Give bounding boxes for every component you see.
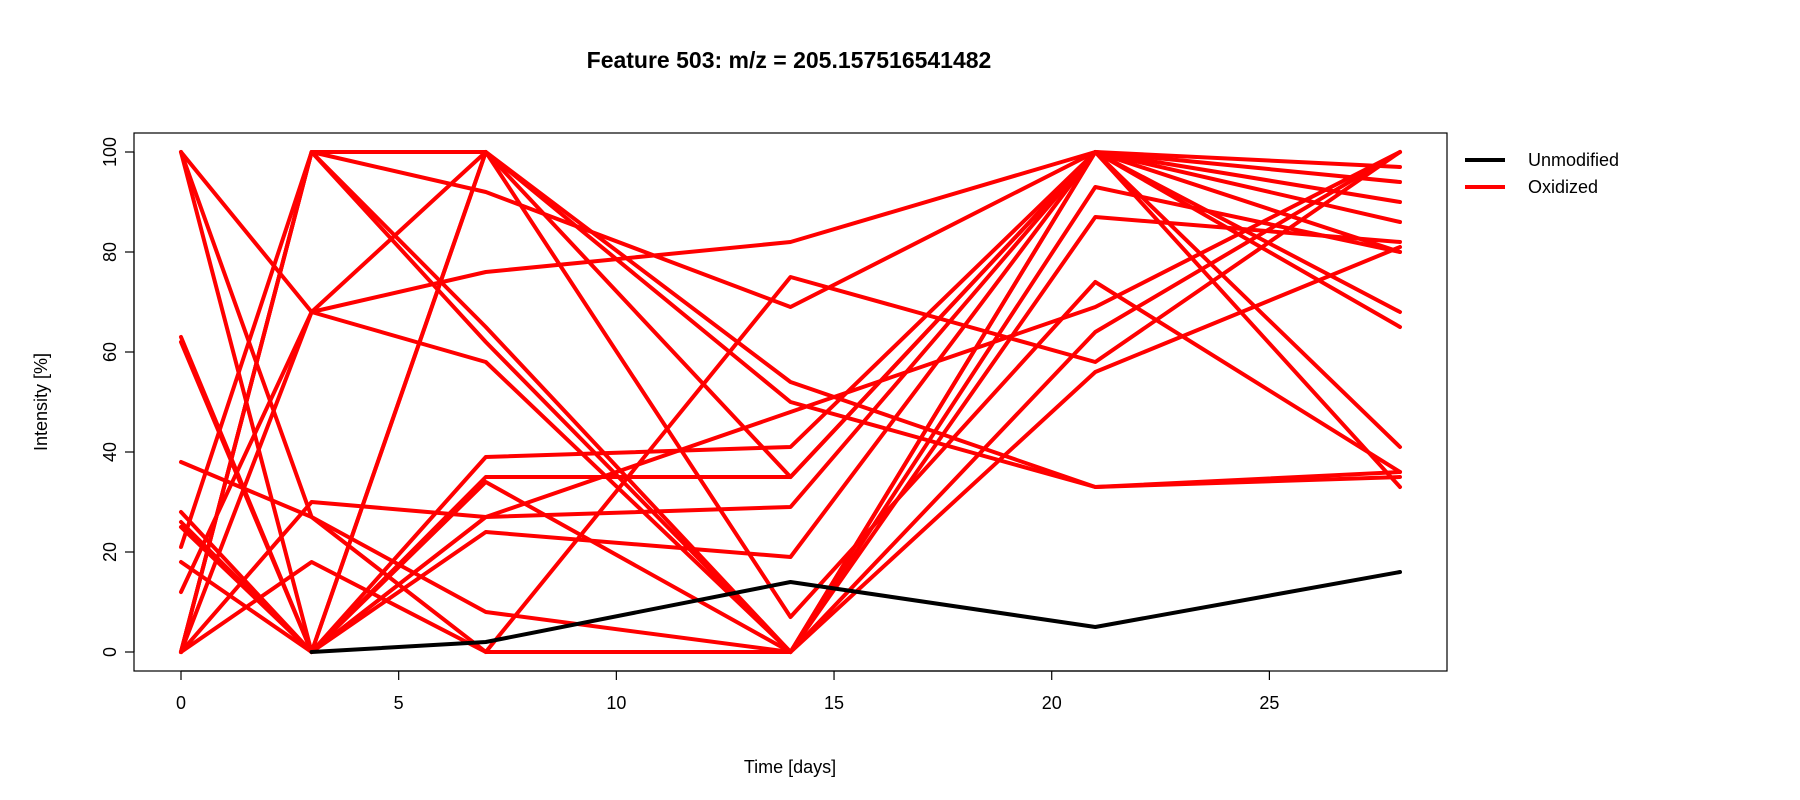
series-line-oxidized xyxy=(179,215,1402,654)
series-line-unmodified xyxy=(309,570,1402,654)
series-line-oxidized xyxy=(179,150,1402,619)
legend-label-unmodified: Unmodified xyxy=(1528,150,1619,170)
x-axis: 0 5 10 15 20 25 xyxy=(176,670,1279,713)
x-tick-label: 0 xyxy=(176,693,186,713)
y-tick-label: 60 xyxy=(100,342,120,362)
legend-label-oxidized: Oxidized xyxy=(1528,177,1598,197)
series-line-oxidized xyxy=(179,150,1402,654)
series-line-oxidized xyxy=(179,150,1402,654)
series-line-oxidized xyxy=(179,150,1402,654)
x-tick-label: 20 xyxy=(1042,693,1062,713)
y-axis: 0 20 40 60 80 100 xyxy=(100,137,135,657)
series-line-oxidized xyxy=(179,150,1402,654)
series-line-oxidized xyxy=(179,150,1402,654)
x-tick-label: 15 xyxy=(824,693,844,713)
series-line-oxidized xyxy=(179,150,1402,594)
series-line-oxidized xyxy=(179,150,1402,489)
y-tick-label: 0 xyxy=(100,647,120,657)
y-tick-label: 100 xyxy=(100,137,120,167)
x-tick-label: 5 xyxy=(394,693,404,713)
series-line-oxidized xyxy=(179,150,1402,654)
legend: Unmodified Oxidized xyxy=(1465,150,1619,197)
y-tick-label: 80 xyxy=(100,242,120,262)
x-tick-label: 10 xyxy=(606,693,626,713)
x-tick-label: 25 xyxy=(1259,693,1279,713)
series-layer xyxy=(179,150,1402,654)
x-axis-label: Time [days] xyxy=(744,757,836,777)
y-axis-label: Intensity [%] xyxy=(31,353,51,451)
y-tick-label: 40 xyxy=(100,442,120,462)
series-line-oxidized xyxy=(179,185,1402,654)
chart-title: Feature 503: m/z = 205.157516541482 xyxy=(587,47,992,73)
y-tick-label: 20 xyxy=(100,542,120,562)
